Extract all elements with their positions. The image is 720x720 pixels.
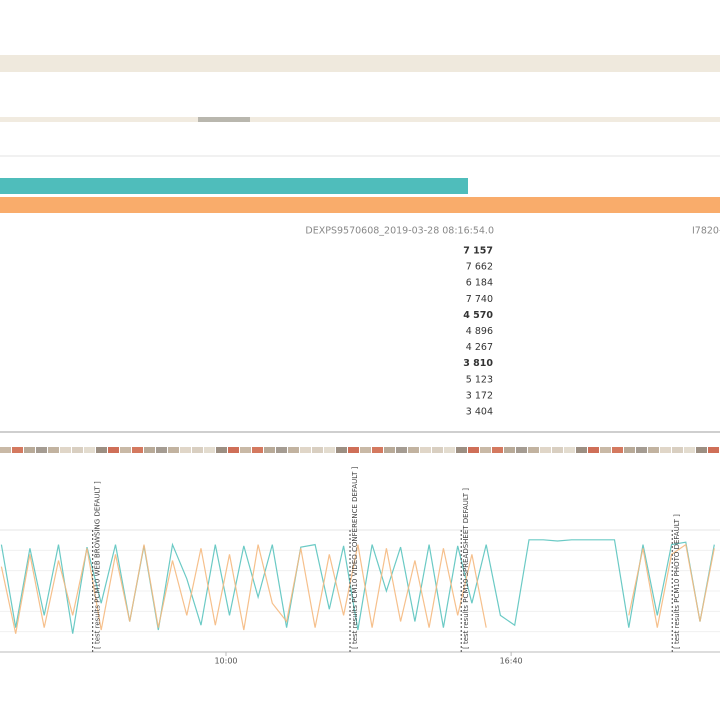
thumbnail (516, 447, 527, 453)
thumbnail (240, 447, 251, 453)
thumbnail (432, 447, 443, 453)
thumbnail (624, 447, 635, 453)
thumbnail (36, 447, 47, 453)
thumbnail (660, 447, 671, 453)
thumbnail (60, 447, 71, 453)
thumbnail (384, 447, 395, 453)
thumbnail (612, 447, 623, 453)
banner-band (198, 117, 250, 122)
thumbnail (372, 447, 383, 453)
thumbnail (396, 447, 407, 453)
score-bar (0, 197, 720, 213)
thumbnail (12, 447, 23, 453)
series-line (0, 539, 715, 634)
cell-value: 5 123 (466, 374, 493, 385)
thumbnail (84, 447, 95, 453)
cell-value: 4 896 (466, 326, 493, 337)
x-tick-label: 10:00 (214, 657, 237, 666)
thumbnail (456, 447, 467, 453)
thumbnail (216, 447, 227, 453)
timeline-chart: 10:00 16:40 [ test results PCM10 WEB BROWS… (0, 466, 720, 666)
thumbnail (708, 447, 719, 453)
thumbnail (696, 447, 707, 453)
cell-value: 7 662 (466, 262, 493, 273)
event-label: [ test results PCM10 SPREADSHEET DEFAULT… (462, 488, 470, 649)
thumbnail (684, 447, 695, 453)
thumbnail (192, 447, 203, 453)
series-line (0, 543, 715, 634)
thumbnail (588, 447, 599, 453)
thumbnail (204, 447, 215, 453)
x-tick-label: 16:40 (500, 657, 523, 666)
thumbnail (648, 447, 659, 453)
thumbnail (24, 447, 35, 453)
cell-value: 6 184 (466, 278, 493, 289)
thumbnail (564, 447, 575, 453)
thumbnail (168, 447, 179, 453)
thumbnail (72, 447, 83, 453)
thumbnail (480, 447, 491, 453)
thumbnail (96, 447, 107, 453)
thumbnail (420, 447, 431, 453)
banner-band (0, 55, 720, 72)
thumbnail (0, 447, 11, 453)
thumbnail (180, 447, 191, 453)
thumbnail (492, 447, 503, 453)
thumbnail (264, 447, 275, 453)
thumbnail (252, 447, 263, 453)
cell-value: 7 740 (466, 294, 493, 305)
cell-value: 4 570 (463, 310, 493, 321)
thumbnail (312, 447, 323, 453)
thumbnail (300, 447, 311, 453)
thumbnail (636, 447, 647, 453)
results-table: DEXPS9570608_2019-03-28 08:16:54.0 I7820… (305, 226, 720, 418)
event-label: [ test results PCM10 PHOTO DEFAULT ] (673, 514, 681, 649)
thumbnail (228, 447, 239, 453)
cell-value: 3 172 (466, 390, 493, 401)
banner-band (0, 117, 720, 122)
thumbnail (576, 447, 587, 453)
event-label: [ test results PCM10 WEB BROWSING DEFAUL… (94, 481, 102, 649)
thumbnail-strip (0, 447, 719, 453)
thumbnail (120, 447, 131, 453)
cell-value: 4 267 (466, 342, 493, 353)
thumbnail (468, 447, 479, 453)
thumbnail (276, 447, 287, 453)
thumbnail (288, 447, 299, 453)
event-label: [ test results PCM10 VIDEO CONFERENCE DE… (351, 466, 359, 649)
thumbnail (360, 447, 371, 453)
thumbnail (504, 447, 515, 453)
column-header: DEXPS9570608_2019-03-28 08:16:54.0 (305, 226, 494, 237)
cell-value: 3 404 (466, 407, 493, 418)
cell-value: 7 157 (463, 246, 493, 257)
score-bar (0, 178, 468, 194)
thumbnail (408, 447, 419, 453)
thumbnail (144, 447, 155, 453)
thumbnail (672, 447, 683, 453)
thumbnail (324, 447, 335, 453)
cell-value: 3 810 (463, 358, 493, 369)
thumbnail (336, 447, 347, 453)
thumbnail (108, 447, 119, 453)
thumbnail (600, 447, 611, 453)
thumbnail (540, 447, 551, 453)
thumbnail (528, 447, 539, 453)
thumbnail (444, 447, 455, 453)
thumbnail (48, 447, 59, 453)
column-header: I7820- (692, 226, 720, 237)
thumbnail (132, 447, 143, 453)
thumbnail (348, 447, 359, 453)
thumbnail (156, 447, 167, 453)
thumbnail (552, 447, 563, 453)
